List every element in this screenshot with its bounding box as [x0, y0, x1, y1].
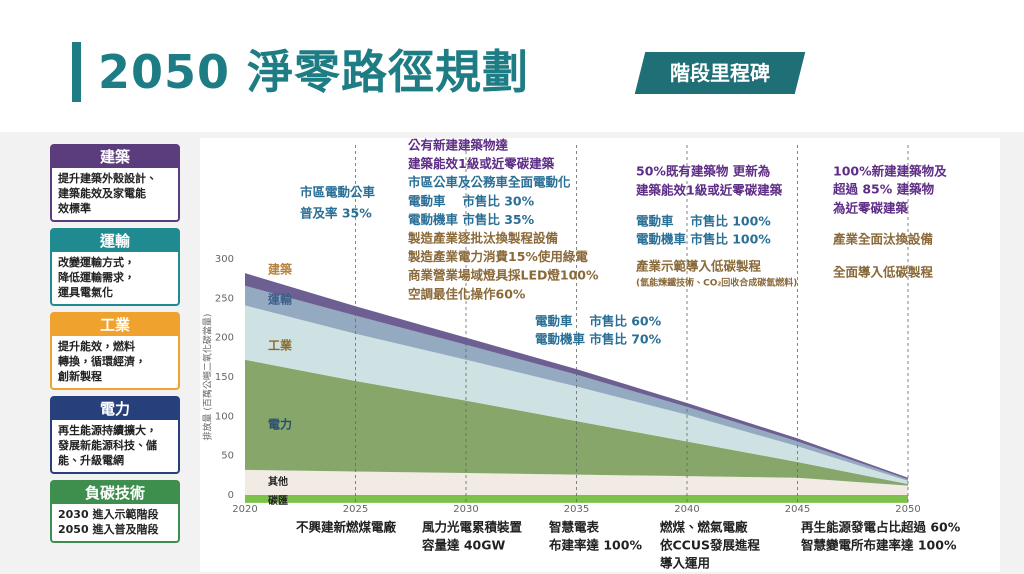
category-line: 2030 進入示範階段 [58, 508, 159, 521]
milestone-text: 製造產業逐批汰換製程設備 [407, 231, 559, 246]
milestone-text: 普及率 35% [300, 206, 372, 221]
y-tick-label: 0 [228, 490, 234, 501]
x-tick-label: 2050 [895, 504, 920, 515]
category-line: 發展新能源科技、儲 [58, 439, 157, 452]
category-line: 降低運輸需求， [58, 271, 135, 284]
milestone-text: 智慧變電所布建率達 100% [800, 538, 957, 553]
milestone-text: 製造產業電力消費15%使用綠電 [407, 249, 588, 264]
category-line: 再生能源持續擴大， [58, 424, 157, 437]
milestone-text: 超過 85% 建築物 [832, 182, 935, 197]
area [245, 273, 908, 480]
milestone-text: 產業示範導入低碳製程 [635, 259, 762, 274]
y-tick-label: 250 [215, 293, 234, 304]
milestone-text: 為近零碳建築 [832, 201, 909, 216]
milestone-text: 電動車 市售比 100% [636, 214, 771, 229]
category-title: 負碳技術 [52, 482, 178, 504]
milestone-text: 容量達 40GW [421, 538, 506, 553]
x-tick-label: 2035 [564, 504, 589, 515]
category-card: 建築 提升建築外殼設計、 建築能效及家電能 效標準 [50, 144, 180, 222]
milestone-text: 空調最佳化操作60% [408, 286, 526, 301]
milestone-text: 建築能效1級或近零碳建築 [636, 183, 783, 198]
category-card: 電力再生能源持續擴大， 發展新能源科技、儲 能、升級電網 [50, 396, 180, 474]
x-tick-label: 2045 [785, 504, 810, 515]
series-label: 建築 [267, 262, 292, 277]
milestone-text: 不興建新燃煤電廠 [296, 520, 397, 535]
milestone-text: 全面導入低碳製程 [833, 265, 934, 280]
x-tick-label: 2020 [232, 504, 257, 515]
area [245, 305, 908, 485]
category-card: 負碳技術 2030 進入示範階段 2050 進入普及階段 [50, 480, 180, 543]
milestone-text: 建築能效1級或近零碳建築 [408, 156, 555, 171]
area [245, 285, 908, 481]
milestone-text: 100%新建建築物及 [833, 164, 947, 179]
milestone-text: 市區公車及公務車全面電動化 [408, 175, 571, 190]
category-line: 2050 進入普及階段 [58, 523, 159, 536]
category-card: 運輸改變運輸方式， 降低運輸需求， 運具電氣化 [50, 228, 180, 306]
y-tick-label: 50 [221, 451, 234, 462]
milestone-text: 商業營業場域燈具採LED燈100% [408, 268, 599, 283]
category-line: 創新製程 [58, 370, 102, 383]
x-tick-label: 2030 [453, 504, 478, 515]
header [0, 0, 1024, 132]
y-axis-label: 排放量 (百萬公噸二氧化碳當量) [202, 314, 214, 441]
milestone-text: 布建率達 100% [549, 538, 642, 553]
category-title: 建築 [52, 146, 178, 168]
category-line: 運具電氣化 [58, 286, 113, 299]
x-tick-label: 2040 [674, 504, 699, 515]
category-body: 提升建築外殼設計、 建築能效及家電能 效標準 [52, 168, 178, 220]
category-title: 電力 [52, 398, 178, 420]
y-tick-label: 300 [215, 254, 234, 265]
category-line: 效標準 [58, 202, 91, 215]
milestone-text: 再生能源發電占比超過 60% [801, 520, 961, 535]
series-label: 運輸 [267, 292, 293, 307]
series-label: 其他 [268, 475, 288, 488]
badge: 階段里程碑 [670, 61, 770, 85]
milestone-text: 風力光電累積裝置 [422, 520, 523, 535]
category-body: 再生能源持續擴大， 發展新能源科技、儲 能、升級電網 [52, 420, 178, 472]
sidebar: 建築 提升建築外殼設計、 建築能效及家電能 效標準 運輸 改變運輸方式， 降低運輸需求， 運具… [50, 144, 180, 549]
milestone-text: 電動車 市售比 60% [535, 314, 662, 329]
y-tick-label: 200 [215, 333, 234, 344]
series-label: 工業 [268, 338, 292, 353]
series-label: 電力 [268, 417, 292, 432]
title: 2050 淨零路徑規劃 [98, 45, 530, 99]
category-line: 提升建築外殼設計、 [58, 172, 157, 185]
milestone-text: 產業全面汰換設備 [832, 232, 934, 247]
milestone-text: 導入運用 [660, 556, 710, 571]
category-card: 工業提升能效，燃料 轉換，循環經濟， 創新製程 [50, 312, 180, 390]
milestone-text: 市區電動公車 [300, 185, 376, 200]
milestone-text: 電動機車 市售比 70% [535, 332, 662, 347]
category-line: 改變運輸方式， [58, 256, 135, 269]
milestone-text: 電動車 市售比 30% [408, 193, 535, 208]
milestone-text: 公有新建建築物達 [408, 138, 509, 153]
category-body: 提升能效，燃料 轉換，循環經濟， 創新製程 [52, 336, 178, 388]
category-body: 改變運輸方式， 降低運輸需求， 運具電氣化 [52, 252, 178, 304]
milestone-text: 50%既有建築物 更新為 [636, 164, 770, 179]
y-tick-label: 150 [215, 372, 234, 383]
category-body: 2030 進入示範階段 2050 進入普及階段 [52, 504, 178, 541]
category-line: 能、升級電網 [58, 454, 124, 467]
category-line: 轉換，循環經濟， [58, 355, 146, 368]
category-title: 運輸 [52, 230, 178, 252]
category-line: 建築能效及家電能 [58, 187, 146, 200]
y-tick-label: 100 [215, 411, 234, 422]
milestone-text: 電動機車 市售比 35% [408, 212, 535, 227]
title-bar [72, 42, 81, 102]
category-line: 提升能效，燃料 [58, 340, 135, 353]
milestone-text: 智慧電表 [548, 520, 600, 535]
x-tick-label: 2025 [343, 504, 368, 515]
area [245, 495, 908, 503]
series-label: 碳匯 [268, 494, 288, 507]
category-title: 工業 [52, 314, 178, 336]
milestone-text: 依CCUS發展進程 [660, 538, 761, 553]
milestone-text: (氫能煉鐵技術、CO₂回收合成碳氫燃料) [636, 277, 797, 289]
milestone-text: 燃煤、燃氣電廠 [659, 520, 748, 535]
milestone-text: 電動機車 市售比 100% [636, 232, 771, 247]
